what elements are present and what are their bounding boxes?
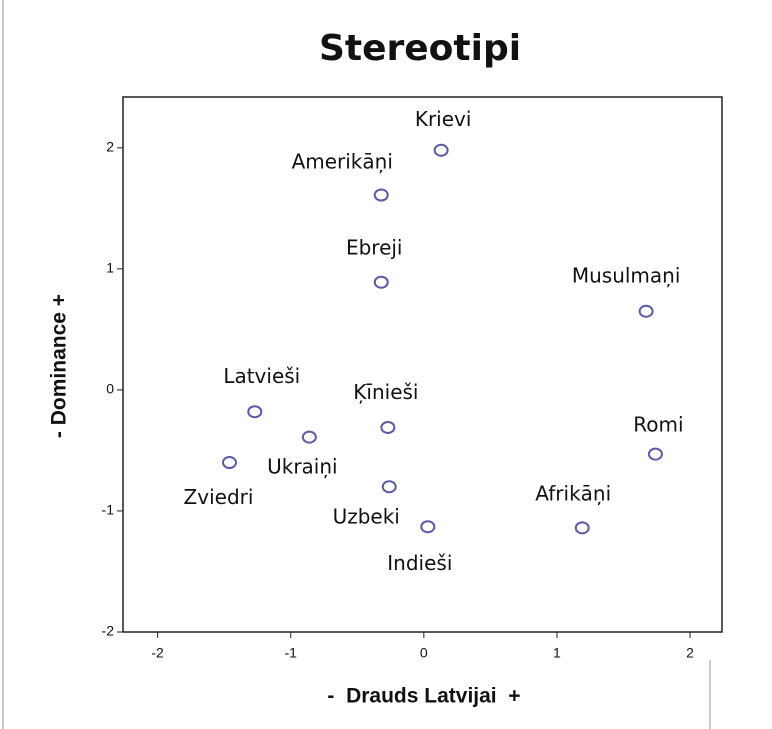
y-tick-label: -1 [102,502,115,518]
data-point [221,456,237,470]
point-label: Uzbeki [333,504,400,528]
point-label: Ķīnieši [353,380,418,404]
data-point [301,430,317,444]
point-label: Latvieši [223,364,300,388]
y-tick-label: 0 [106,381,114,397]
point-label: Amerikāņi [292,150,393,174]
point-label: Indieši [387,551,452,575]
point-label: Zviedri [184,485,254,509]
y-tick-label: 1 [106,260,114,276]
data-point [433,143,449,157]
point-label: Afrikāņi [535,481,611,505]
data-point [647,447,663,461]
x-tick-label: 1 [553,645,561,661]
data-point [247,405,263,419]
data-point [373,188,389,202]
y-tick-label: 2 [106,139,114,155]
x-tick-label: -1 [284,645,297,661]
point-label: Ukraiņi [267,455,338,479]
x-tick-label: -2 [151,645,164,661]
plot-area [122,96,723,633]
data-point [638,304,654,318]
point-label: Ebreji [346,236,403,260]
x-axis-label: - Drauds Latvijai + [327,685,520,708]
data-point [373,275,389,289]
data-point [420,520,436,534]
y-axis-label: - Dominance + [48,294,71,438]
y-tick-label: -2 [102,623,115,639]
data-point [381,480,397,494]
data-point [574,521,590,535]
point-label: Krievi [415,107,472,131]
chart-title: Stereotipi [319,28,521,69]
data-point [380,420,396,434]
x-tick-label: 2 [686,645,694,661]
x-tick-label: 0 [420,645,428,661]
point-label: Romi [633,413,683,437]
point-label: Musulmaņi [572,264,681,288]
